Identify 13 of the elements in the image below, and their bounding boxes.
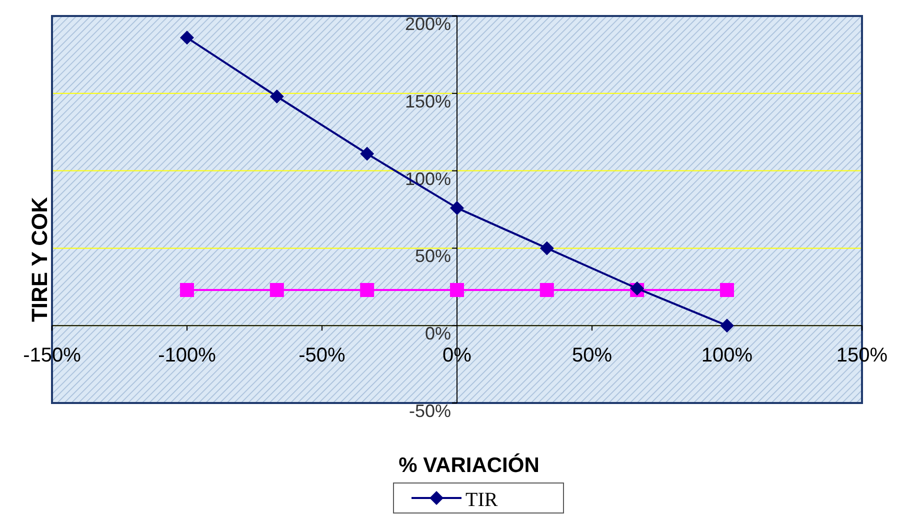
x-tick-label: 50% bbox=[572, 344, 612, 367]
y-axis-title: TIRE Y COK bbox=[27, 196, 52, 322]
x-tick-label: -50% bbox=[298, 344, 346, 367]
y-tick-label: -50% bbox=[408, 401, 451, 421]
x-tick-label: -100% bbox=[158, 344, 216, 367]
y-tick-label: 200% bbox=[404, 14, 451, 34]
y-tick-label: 150% bbox=[404, 91, 451, 112]
x-tick-label: 100% bbox=[701, 344, 753, 367]
y-tick-label: 50% bbox=[414, 246, 451, 266]
y-tick-label: 100% bbox=[404, 168, 451, 189]
x-axis-title: % VARIACIÓN bbox=[398, 453, 540, 477]
y-tick-label: 0% bbox=[424, 324, 451, 344]
legend-label: TIR bbox=[466, 489, 498, 511]
